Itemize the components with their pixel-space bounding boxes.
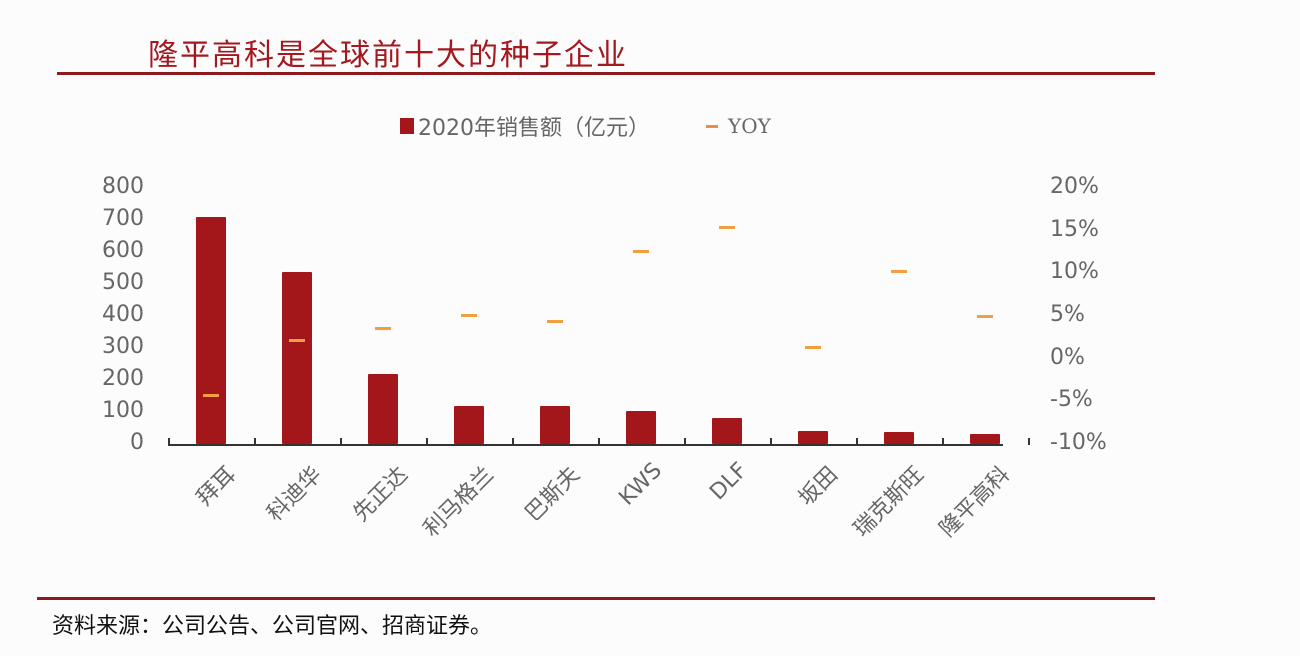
- x-axis-tick: [1028, 438, 1030, 445]
- yoy-legend-label: YOY: [728, 114, 771, 138]
- sales-bar: [884, 431, 914, 444]
- yoy-marker: [977, 315, 993, 318]
- source-note: 资料来源：公司公告、公司官网、招商证券。: [52, 614, 493, 639]
- x-axis-line: [168, 444, 1003, 446]
- right-axis-tick-label: 15%: [1050, 216, 1099, 242]
- sales-bar: [282, 272, 312, 444]
- x-axis-tick: [684, 438, 686, 445]
- yoy-marker: [805, 345, 821, 349]
- x-axis-category-label: 巴斯夫: [520, 462, 585, 527]
- title-divider: [57, 72, 1155, 75]
- x-axis-category-label: 坂田: [794, 462, 843, 512]
- sales-bar: [196, 217, 226, 444]
- x-axis-tick: [770, 438, 772, 445]
- x-axis-category-label: 隆平高科: [935, 462, 1015, 543]
- yoy-legend-swatch: [706, 124, 718, 128]
- x-axis-tick: [598, 438, 600, 445]
- yoy-marker: [719, 226, 735, 230]
- right-axis-tick-label: -5%: [1050, 387, 1093, 413]
- x-axis-category-label: 利马格兰: [419, 462, 499, 543]
- yoy-marker: [547, 320, 563, 324]
- right-axis-tick-label: -10%: [1050, 430, 1107, 455]
- sales-bar: [540, 405, 570, 444]
- sales-bar: [712, 418, 742, 444]
- x-axis-category-label: KWS: [614, 458, 667, 511]
- right-axis-tick-label: 20%: [1050, 174, 1099, 199]
- page-title: 隆平高科是全球前十大的种子企业: [148, 38, 628, 73]
- x-axis-category-label: 拜耳: [192, 462, 241, 512]
- left-axis-tick-label: 800: [102, 174, 144, 199]
- x-axis-category-label: 瑞克斯旺: [849, 462, 929, 543]
- left-axis-tick-label: 200: [102, 366, 144, 391]
- yoy-marker: [461, 314, 477, 318]
- sales-bar: [626, 411, 656, 444]
- right-axis-tick-label: 0%: [1050, 344, 1085, 370]
- x-axis-category-label: DLF: [705, 458, 753, 506]
- yoy-marker: [375, 326, 391, 330]
- x-axis-category-label: 先正达: [348, 462, 413, 527]
- x-axis-tick: [426, 438, 428, 445]
- left-axis-tick-label: 100: [102, 398, 144, 423]
- x-axis-tick: [512, 438, 514, 445]
- right-axis-tick-label: 5%: [1050, 302, 1085, 327]
- sales-bar: [454, 405, 484, 444]
- left-axis-tick-label: 300: [102, 334, 144, 359]
- sales-bar: [368, 373, 398, 444]
- yoy-marker: [289, 338, 305, 342]
- left-axis-tick-label: 500: [102, 270, 144, 295]
- yoy-marker: [633, 250, 649, 254]
- left-axis-tick-label: 0: [130, 430, 144, 455]
- x-axis-tick: [168, 438, 170, 445]
- sales-bar: [798, 430, 828, 444]
- sales-bar: [970, 434, 1000, 444]
- x-axis-category-label: 科迪华: [262, 462, 327, 527]
- x-axis-tick: [340, 438, 342, 445]
- yoy-marker: [891, 269, 907, 273]
- x-axis-tick: [254, 438, 256, 445]
- footer-divider: [37, 597, 1155, 600]
- bar-legend-swatch: [400, 118, 414, 134]
- x-axis-tick: [942, 438, 944, 445]
- left-axis-tick-label: 600: [102, 238, 144, 263]
- right-axis-tick-label: 10%: [1050, 259, 1099, 285]
- chart-legend: 2020年销售额（亿元） YOY: [400, 110, 771, 142]
- yoy-marker: [203, 394, 219, 398]
- x-axis-tick: [856, 438, 858, 445]
- bar-legend-label: 2020年销售额（亿元）: [418, 116, 650, 141]
- left-axis-tick-label: 400: [102, 302, 144, 327]
- left-axis-tick-label: 700: [102, 206, 144, 231]
